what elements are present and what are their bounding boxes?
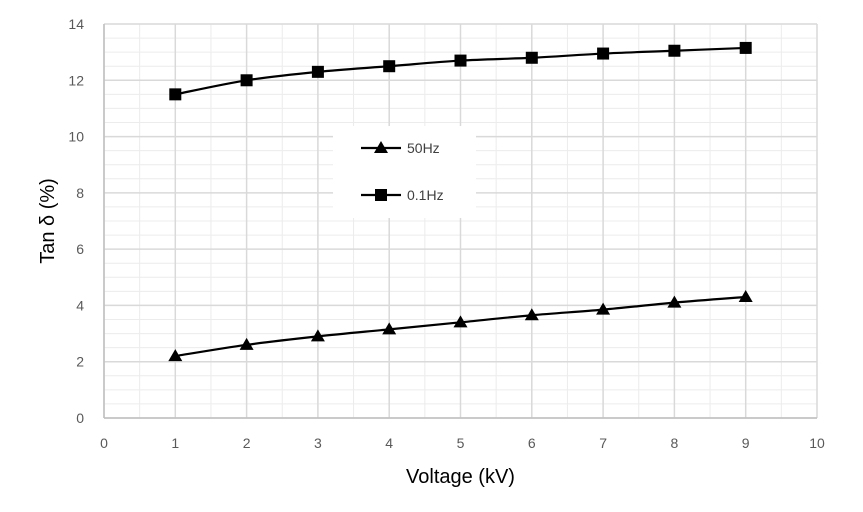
y-tick-label: 12 [68, 72, 84, 88]
axis-lines [103, 24, 817, 419]
series-50hz [168, 289, 753, 362]
square-data-point [240, 74, 253, 87]
y-tick-label: 10 [68, 129, 84, 145]
legend-item: 0.1Hz [361, 187, 444, 203]
triangle-data-point [738, 289, 753, 302]
y-tick-label: 14 [68, 16, 84, 32]
y-tick-label: 6 [76, 241, 84, 257]
square-data-point [169, 88, 182, 101]
y-tick-label: 2 [76, 354, 84, 370]
triangle-data-point [667, 295, 682, 308]
x-tick-label: 7 [599, 435, 607, 451]
series-layer [168, 41, 753, 362]
x-tick-label: 4 [385, 435, 393, 451]
triangle-data-point [596, 302, 611, 315]
legend-label: 50Hz [407, 140, 440, 156]
x-tick-label: 5 [457, 435, 465, 451]
y-axis-title: Tan δ (%) [37, 178, 59, 264]
square-data-point [668, 44, 681, 57]
x-axis-tick-labels: 0 1 2 3 4 5 6 7 8 9 10 [100, 435, 825, 451]
y-tick-label: 0 [76, 410, 84, 426]
square-data-point [383, 60, 396, 73]
triangle-data-point [453, 315, 468, 328]
x-axis-title: Voltage (kV) [406, 466, 515, 488]
x-tick-label: 3 [314, 435, 322, 451]
square-data-point [311, 65, 324, 78]
x-tick-label: 6 [528, 435, 536, 451]
x-tick-label: 10 [809, 435, 825, 451]
triangle-data-point [382, 322, 397, 335]
series-0-1hz [169, 41, 752, 101]
triangle-data-point [239, 337, 254, 350]
triangle-data-point [168, 349, 183, 362]
legend: 50Hz 0.1Hz [333, 126, 476, 218]
x-tick-label: 2 [243, 435, 251, 451]
x-tick-label: 0 [100, 435, 108, 451]
legend-box [333, 126, 476, 218]
x-tick-label: 9 [742, 435, 750, 451]
square-data-point [454, 54, 467, 67]
legend-label: 0.1Hz [407, 187, 444, 203]
legend-square-marker [375, 189, 387, 201]
y-axis-tick-labels: 0 2 4 6 8 10 12 14 [68, 16, 84, 426]
legend-item: 50Hz [361, 140, 440, 156]
y-tick-label: 4 [76, 297, 84, 313]
y-tick-label: 8 [76, 185, 84, 201]
square-data-point [597, 47, 610, 60]
legend-triangle-marker [374, 141, 388, 153]
triangle-data-point [310, 329, 325, 342]
x-tick-label: 8 [671, 435, 679, 451]
x-tick-label: 1 [171, 435, 179, 451]
triangle-data-point [524, 308, 539, 321]
square-data-point [525, 51, 538, 64]
square-data-point [739, 41, 752, 54]
